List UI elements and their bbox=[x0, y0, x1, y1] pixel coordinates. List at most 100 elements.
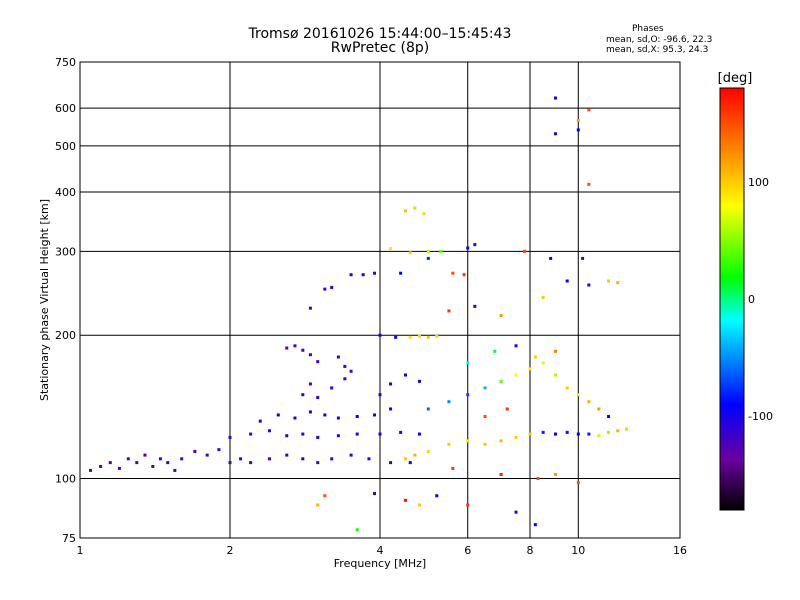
data-point bbox=[316, 503, 320, 507]
data-point bbox=[447, 400, 451, 404]
data-point bbox=[249, 461, 253, 465]
data-point bbox=[403, 209, 407, 213]
data-point bbox=[389, 382, 393, 386]
data-point bbox=[493, 349, 497, 353]
data-point bbox=[378, 333, 382, 337]
y-tick-label: 500 bbox=[55, 140, 76, 153]
y-tick-label: 750 bbox=[55, 56, 76, 69]
data-point bbox=[293, 344, 297, 348]
data-point bbox=[451, 271, 455, 275]
data-point bbox=[285, 453, 289, 457]
data-point bbox=[343, 364, 347, 368]
x-tick-label: 2 bbox=[227, 544, 234, 557]
data-point bbox=[267, 429, 271, 433]
data-point bbox=[514, 373, 518, 377]
data-point bbox=[499, 379, 503, 383]
data-point bbox=[417, 432, 421, 436]
colorbar bbox=[719, 87, 745, 511]
data-point bbox=[349, 273, 353, 277]
x-tick-label: 16 bbox=[673, 544, 687, 557]
data-point bbox=[336, 416, 340, 420]
data-point bbox=[308, 410, 312, 414]
grid-lines bbox=[80, 62, 680, 538]
data-point bbox=[151, 464, 155, 468]
data-point bbox=[343, 377, 347, 381]
data-points bbox=[89, 96, 629, 532]
data-point bbox=[373, 492, 377, 496]
data-point bbox=[587, 182, 591, 186]
data-point bbox=[447, 442, 451, 446]
data-point bbox=[301, 393, 305, 397]
data-point bbox=[408, 461, 412, 465]
data-point bbox=[361, 273, 365, 277]
data-point bbox=[541, 430, 545, 434]
data-point bbox=[285, 346, 289, 350]
data-point bbox=[413, 453, 417, 457]
x-tick-label: 6 bbox=[464, 544, 471, 557]
phase-stats-o: mean, sd,O: -96.6, 22.3 bbox=[606, 35, 713, 45]
data-point bbox=[301, 432, 305, 436]
data-point bbox=[301, 348, 305, 352]
data-point bbox=[426, 335, 430, 339]
data-point bbox=[616, 429, 620, 433]
data-point bbox=[528, 432, 532, 436]
data-point bbox=[378, 432, 382, 436]
data-point bbox=[408, 251, 412, 255]
data-point bbox=[301, 457, 305, 461]
data-point bbox=[528, 367, 532, 371]
data-point bbox=[158, 457, 162, 461]
data-point bbox=[403, 373, 407, 377]
data-point bbox=[99, 464, 103, 468]
data-point bbox=[323, 287, 327, 291]
data-point bbox=[330, 457, 334, 461]
data-point bbox=[549, 256, 553, 260]
y-tick-label: 200 bbox=[55, 329, 76, 342]
data-point bbox=[435, 334, 439, 338]
data-point bbox=[616, 281, 620, 285]
data-point bbox=[349, 453, 353, 457]
data-point bbox=[597, 407, 601, 411]
data-point bbox=[117, 466, 121, 470]
data-point bbox=[462, 273, 466, 277]
data-point bbox=[499, 439, 503, 443]
phase-stats-title: Phases bbox=[632, 24, 664, 34]
data-point bbox=[533, 355, 537, 359]
data-point bbox=[541, 361, 545, 365]
x-tick-label: 8 bbox=[527, 544, 534, 557]
data-point bbox=[466, 439, 470, 443]
data-point bbox=[417, 334, 421, 338]
data-point bbox=[451, 466, 455, 470]
data-point bbox=[576, 481, 580, 485]
data-point bbox=[553, 132, 557, 136]
data-point bbox=[533, 523, 537, 527]
data-point bbox=[89, 468, 93, 472]
x-axis-label: Frequency [MHz] bbox=[334, 557, 426, 570]
y-tick-label: 600 bbox=[55, 102, 76, 115]
data-point bbox=[239, 457, 243, 461]
data-point bbox=[316, 360, 320, 364]
data-point bbox=[267, 457, 271, 461]
data-point bbox=[483, 442, 487, 446]
data-point bbox=[166, 461, 170, 465]
data-point bbox=[553, 373, 557, 377]
data-point bbox=[316, 461, 320, 465]
data-point bbox=[553, 432, 557, 436]
data-point bbox=[565, 430, 569, 434]
data-point bbox=[499, 472, 503, 476]
colorbar-label: [deg] bbox=[718, 71, 753, 86]
data-point bbox=[553, 472, 557, 476]
data-point bbox=[514, 344, 518, 348]
data-point bbox=[373, 271, 377, 275]
data-point bbox=[276, 413, 280, 417]
colorbar-tick-label: 100 bbox=[748, 176, 769, 189]
data-point bbox=[135, 461, 139, 465]
data-point bbox=[417, 503, 421, 507]
data-point bbox=[373, 413, 377, 417]
data-point bbox=[553, 96, 557, 100]
data-point bbox=[316, 395, 320, 399]
data-point bbox=[587, 400, 591, 404]
data-point bbox=[466, 503, 470, 507]
data-point bbox=[607, 279, 611, 283]
data-point bbox=[483, 414, 487, 418]
data-point bbox=[541, 296, 545, 300]
